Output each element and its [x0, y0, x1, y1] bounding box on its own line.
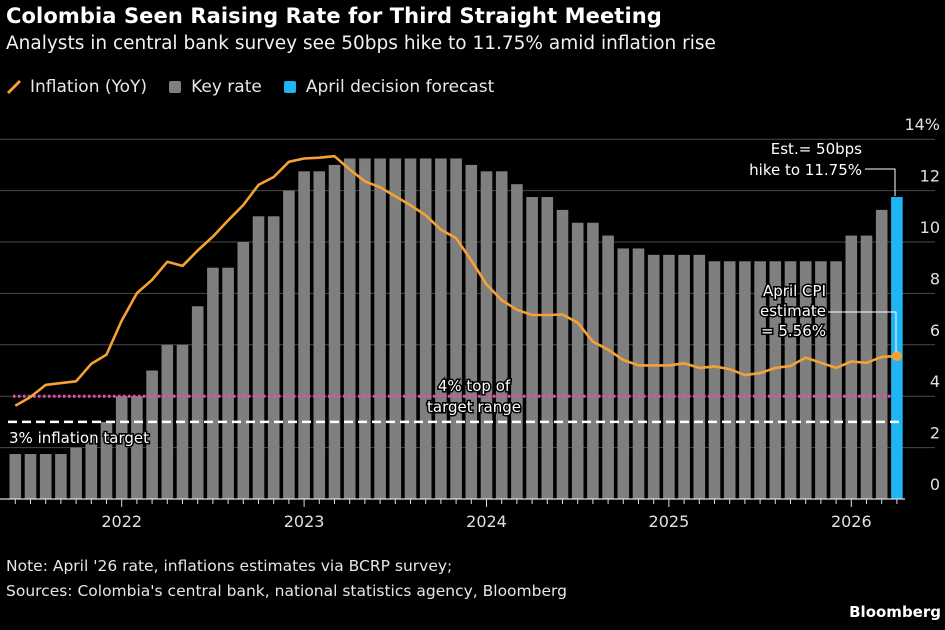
legend-item-inflation: Inflation (YoY) [6, 77, 147, 97]
key-rate-bar [115, 396, 128, 499]
square-icon [169, 81, 182, 93]
cpi-annotation-leader [828, 311, 897, 352]
key-rate-bar [815, 261, 827, 499]
sources: Sources: Colombia's central bank, nation… [6, 582, 567, 600]
key-rate-bar [435, 158, 447, 499]
key-rate-bar [875, 209, 888, 499]
key-rate-bar [146, 370, 158, 499]
square-icon [283, 81, 296, 93]
rate-annotation-line1: Est.= 50bps [771, 140, 862, 158]
key-rate-bar [602, 235, 614, 499]
y-tick-label: 10 [920, 218, 940, 237]
key-rate-bar [131, 396, 143, 499]
y-tick-label: 8 [930, 269, 940, 288]
cpi-annotation-line2: estimate [760, 302, 826, 320]
key-rate-bar [100, 421, 113, 499]
key-rate-bar [541, 197, 554, 499]
key-rate-bar [784, 261, 797, 499]
chart-title: Colombia Seen Raising Rate for Third Str… [6, 4, 662, 28]
y-tick-label: 4 [930, 372, 940, 391]
key-rate-bar [799, 261, 812, 499]
key-rate-bar [465, 164, 478, 499]
footnote: Note: April '26 rate, inflations estimat… [6, 557, 453, 575]
bloomberg-logo: Bloomberg [849, 603, 941, 621]
rate-annotation-line2: hike to 11.75% [749, 161, 862, 179]
key-rate-bar [374, 158, 386, 499]
x-tick-label: 2022 [101, 512, 142, 531]
key-rate-bar [24, 454, 37, 499]
key-rate-bar [526, 197, 538, 499]
key-rate-bar [495, 171, 508, 499]
key-rate-bar [55, 454, 67, 499]
key-rate-bar [723, 261, 736, 499]
ref-label-4pct-line1: 4% top of [438, 377, 511, 395]
key-rate-bar [556, 209, 569, 499]
y-tick-label: 12 [920, 167, 940, 186]
key-rate-bar [739, 261, 751, 499]
key-rate-bar [313, 171, 326, 499]
line-slash-icon [6, 79, 22, 95]
key-rate-bar [283, 190, 295, 499]
key-rate-bar [678, 254, 690, 499]
key-rate-bar [632, 248, 645, 499]
key-rate-bar [252, 216, 265, 500]
key-rate-bar [191, 306, 204, 499]
ref-label-4pct-line2: target range [427, 398, 521, 416]
key-rate-bar [845, 235, 858, 499]
y-tick-label: 14% [904, 115, 940, 134]
y-tick-label: 0 [930, 475, 940, 494]
key-rate-bar [237, 242, 250, 499]
x-tick-label: 2024 [466, 512, 507, 531]
key-rate-bar [754, 261, 766, 499]
key-rate-bar [419, 158, 432, 499]
key-rate-bar [359, 158, 371, 499]
key-rate-bar [207, 267, 219, 499]
key-rate-bar [222, 267, 234, 499]
x-tick-label: 2026 [831, 512, 872, 531]
legend-label: Key rate [191, 77, 262, 97]
y-tick-label: 2 [930, 424, 940, 443]
key-rate-bar [85, 434, 98, 499]
key-rate-bar [769, 261, 782, 499]
key-rate-bar [298, 171, 310, 499]
forecast-bar [891, 197, 903, 499]
key-rate-bar [70, 447, 82, 499]
key-rate-bar [693, 254, 706, 499]
key-rate-bar [511, 184, 523, 500]
key-rate-bar [617, 248, 630, 499]
inflation-estimate-point [891, 351, 902, 362]
legend-label: Inflation (YoY) [30, 77, 148, 97]
key-rate-bar [450, 158, 462, 499]
rate-annotation-leader [865, 168, 896, 196]
legend-item-forecast: April decision forecast [283, 77, 495, 97]
x-tick-label: 2025 [649, 512, 690, 531]
key-rate-bar [647, 254, 660, 499]
key-rate-bar [389, 158, 402, 499]
inflation-line [14, 154, 897, 407]
key-rate-bar [860, 235, 873, 499]
key-rate-bar [328, 164, 341, 499]
key-rate-bar [39, 454, 52, 499]
key-rate-bar [267, 216, 280, 500]
chart-subtitle: Analysts in central bank survey see 50bp… [6, 33, 716, 54]
x-tick-label: 2023 [284, 512, 325, 531]
key-rate-bar [708, 261, 721, 499]
key-rate-bar [830, 261, 842, 499]
legend-item-key-rate: Key rate [169, 77, 262, 97]
key-rate-bar [404, 158, 417, 499]
cpi-annotation-line3: = 5.56% [761, 322, 826, 340]
y-tick-label: 6 [930, 321, 940, 340]
key-rate-bar [663, 254, 675, 499]
key-rate-bar [9, 454, 22, 499]
key-rate-bar [571, 222, 584, 499]
key-rate-bar [480, 171, 493, 499]
key-rate-bar [343, 158, 356, 499]
cpi-annotation-line1: April CPI [763, 282, 826, 300]
ref-label-3pct: 3% inflation target [9, 429, 149, 447]
legend-label: April decision forecast [305, 77, 495, 97]
legend: Inflation (YoY) Key rate April decision … [6, 77, 516, 97]
key-rate-bar [587, 222, 599, 499]
